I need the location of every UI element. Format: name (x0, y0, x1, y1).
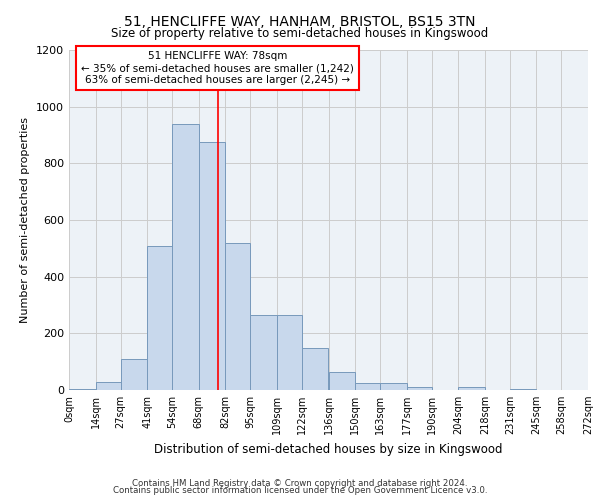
Bar (199, 142, 226, 390)
Text: 51, HENCLIFFE WAY, HANHAM, BRISTOL, BS15 3TN: 51, HENCLIFFE WAY, HANHAM, BRISTOL, BS15… (124, 15, 476, 29)
X-axis label: Distribution of semi-detached houses by size in Kingswood: Distribution of semi-detached houses by … (154, 442, 503, 456)
Bar (69, 388, 96, 390)
Bar (147, 246, 172, 390)
Bar (302, 348, 329, 390)
Text: 51 HENCLIFFE WAY: 78sqm
← 35% of semi-detached houses are smaller (1,242)
63% of: 51 HENCLIFFE WAY: 78sqm ← 35% of semi-de… (82, 52, 354, 84)
Bar (510, 388, 536, 390)
Bar (172, 124, 199, 390)
Text: Size of property relative to semi-detached houses in Kingswood: Size of property relative to semi-detach… (112, 28, 488, 40)
Bar (226, 242, 250, 390)
Bar (250, 315, 277, 390)
Text: Contains public sector information licensed under the Open Government Licence v3: Contains public sector information licen… (113, 486, 487, 495)
Bar (121, 359, 147, 390)
Bar (380, 383, 407, 390)
Text: Contains HM Land Registry data © Crown copyright and database right 2024.: Contains HM Land Registry data © Crown c… (132, 478, 468, 488)
Bar (355, 383, 380, 390)
Bar (96, 382, 121, 390)
Bar (277, 315, 302, 390)
Y-axis label: Number of semi-detached properties: Number of semi-detached properties (20, 117, 31, 323)
Bar (407, 387, 431, 390)
Bar (458, 387, 485, 390)
Bar (329, 372, 355, 390)
